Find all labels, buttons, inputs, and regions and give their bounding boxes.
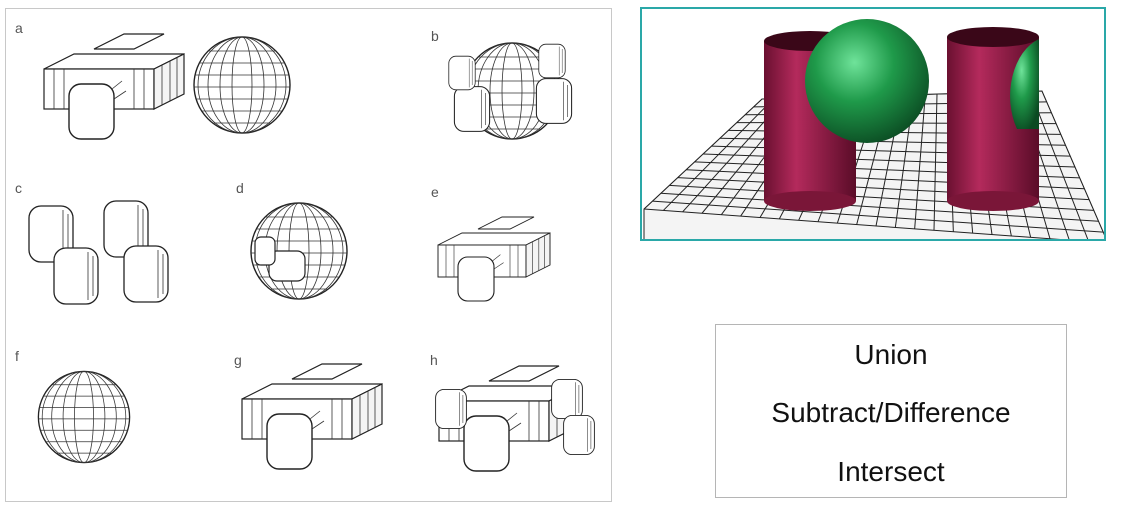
csg-line-drawings — [28, 33, 595, 472]
figure-a-cross — [43, 33, 185, 140]
right-cylinder-difference — [947, 27, 1039, 211]
floor-grid-column — [914, 94, 926, 229]
operation-intersect: Intersect — [837, 456, 945, 487]
floor-grid-column — [662, 98, 775, 211]
figure-label-e: e — [431, 184, 439, 200]
figure-label-c: c — [15, 180, 22, 196]
figure-h-combined — [435, 365, 595, 472]
difference-cavity — [1010, 39, 1039, 129]
figure-label-g: g — [234, 352, 242, 368]
figure-d-difference — [250, 202, 348, 300]
left-cylinder-union — [764, 19, 929, 211]
floor-grid-column — [933, 93, 938, 231]
floor-grid-column — [1041, 91, 1104, 239]
figure-f-sphere — [37, 370, 131, 464]
operation-union: Union — [854, 339, 928, 370]
csg-operations-box: Union Subtract/Difference Intersect — [715, 324, 1067, 498]
rendered-scene — [643, 19, 1104, 239]
figure-g-cross — [241, 363, 383, 470]
figure-b-union — [448, 42, 573, 140]
figure-a-sphere — [193, 36, 291, 134]
figure-label-b: b — [431, 28, 439, 44]
figure-c-difference — [28, 200, 169, 305]
figure-label-f: f — [15, 348, 19, 364]
csg-figure-panel: a b c d e f g h — [5, 8, 612, 502]
csg-render-image — [640, 7, 1106, 241]
floor-grid-column — [1029, 91, 1090, 239]
figure-e-intersect — [437, 216, 551, 302]
figure-label-h: h — [430, 352, 438, 368]
figure-label-a: a — [15, 20, 23, 36]
figure-label-d: d — [236, 180, 244, 196]
union-sphere — [805, 19, 929, 143]
operation-subtract-difference: Subtract/Difference — [771, 397, 1011, 428]
